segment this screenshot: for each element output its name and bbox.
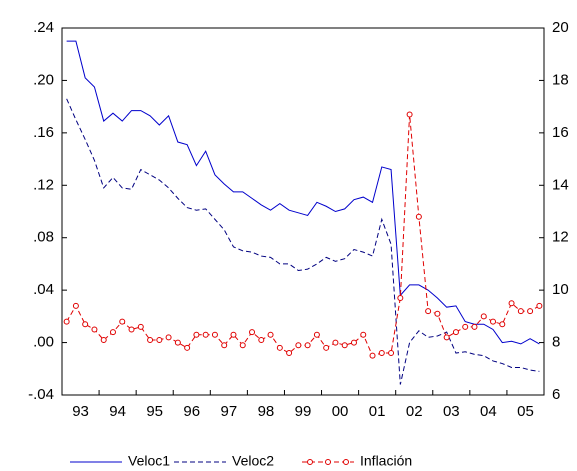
- point: [72, 302, 79, 309]
- point: [480, 313, 487, 320]
- x-tick-label: 94: [109, 403, 126, 420]
- x-tick-label: 98: [258, 403, 275, 420]
- point: [239, 342, 246, 349]
- point: [295, 342, 302, 349]
- point: [536, 302, 543, 309]
- point: [193, 331, 200, 338]
- x-tick-label: 99: [295, 403, 312, 420]
- point: [313, 331, 320, 338]
- point: [82, 321, 89, 328]
- point: [527, 308, 534, 315]
- x-tick-label: 05: [517, 403, 534, 420]
- point: [147, 336, 154, 343]
- point: [452, 329, 459, 336]
- x-tick-label: 00: [332, 403, 349, 420]
- point: [341, 342, 348, 349]
- point: [406, 111, 413, 118]
- x-tick-label: 93: [72, 403, 89, 420]
- x-tick-label: 04: [480, 403, 497, 420]
- point: [490, 318, 497, 325]
- point: [184, 344, 191, 351]
- point: [267, 331, 274, 338]
- point: [100, 336, 107, 343]
- legend: Veloc1 Veloc2 Inflación: [70, 453, 412, 469]
- point: [332, 339, 339, 346]
- y2-tick-label: 14: [552, 176, 569, 193]
- point: [258, 336, 265, 343]
- y-tick-label: .08: [33, 229, 54, 246]
- y2-tick-label: 8: [552, 334, 560, 351]
- legend-marker: [343, 459, 349, 465]
- legend-label: Veloc1: [128, 453, 170, 469]
- point: [471, 323, 478, 330]
- y2-tick-label: 18: [552, 71, 569, 88]
- series-line: [66, 114, 540, 357]
- series-line: [66, 98, 540, 385]
- point: [378, 350, 385, 357]
- x-tick-label: 95: [146, 403, 163, 420]
- point: [221, 342, 228, 349]
- point: [462, 323, 469, 330]
- y-tick-label: .04: [33, 281, 54, 298]
- point: [323, 344, 330, 351]
- point: [202, 331, 209, 338]
- point: [211, 331, 218, 338]
- point: [165, 334, 172, 341]
- point: [369, 352, 376, 359]
- y2-tick-label: 6: [552, 386, 560, 403]
- point: [91, 326, 98, 333]
- point: [137, 323, 144, 330]
- y2-tick-label: 20: [552, 19, 569, 36]
- point: [434, 310, 441, 317]
- x-tick-label: 03: [443, 403, 460, 420]
- point: [443, 334, 450, 341]
- y2-tick-label: 16: [552, 124, 569, 141]
- point: [499, 321, 506, 328]
- point: [508, 300, 515, 307]
- x-tick-label: 96: [183, 403, 200, 420]
- y2-tick-label: 12: [552, 229, 569, 246]
- point: [304, 342, 311, 349]
- point: [174, 339, 181, 346]
- x-tick-label: 01: [369, 403, 386, 420]
- y-tick-label: .24: [33, 19, 54, 36]
- point: [230, 331, 237, 338]
- point: [415, 213, 422, 220]
- point: [286, 350, 293, 357]
- y-tick-label: -.04: [28, 386, 54, 403]
- point: [360, 331, 367, 338]
- legend-label: Inflación: [360, 453, 412, 469]
- point: [350, 339, 357, 346]
- point: [63, 318, 70, 325]
- point: [119, 318, 126, 325]
- point: [517, 308, 524, 315]
- point: [397, 295, 404, 302]
- series-line: [66, 40, 540, 345]
- y-tick-label: .16: [33, 124, 54, 141]
- point: [128, 326, 135, 333]
- point: [276, 344, 283, 351]
- x-tick-label: 02: [406, 403, 423, 420]
- legend-label: Veloc2: [232, 453, 274, 469]
- legend-marker: [307, 459, 313, 465]
- x-tick-label: 97: [221, 403, 238, 420]
- point: [156, 336, 163, 343]
- y2-tick-label: 10: [552, 281, 569, 298]
- y-tick-label: .20: [33, 71, 54, 88]
- point: [109, 329, 116, 336]
- y-tick-label: .12: [33, 176, 54, 193]
- point: [388, 350, 395, 357]
- point: [249, 329, 256, 336]
- y-tick-label: .00: [33, 334, 54, 351]
- plot-frame: [61, 27, 545, 396]
- point: [425, 308, 432, 315]
- legend-marker: [325, 459, 331, 465]
